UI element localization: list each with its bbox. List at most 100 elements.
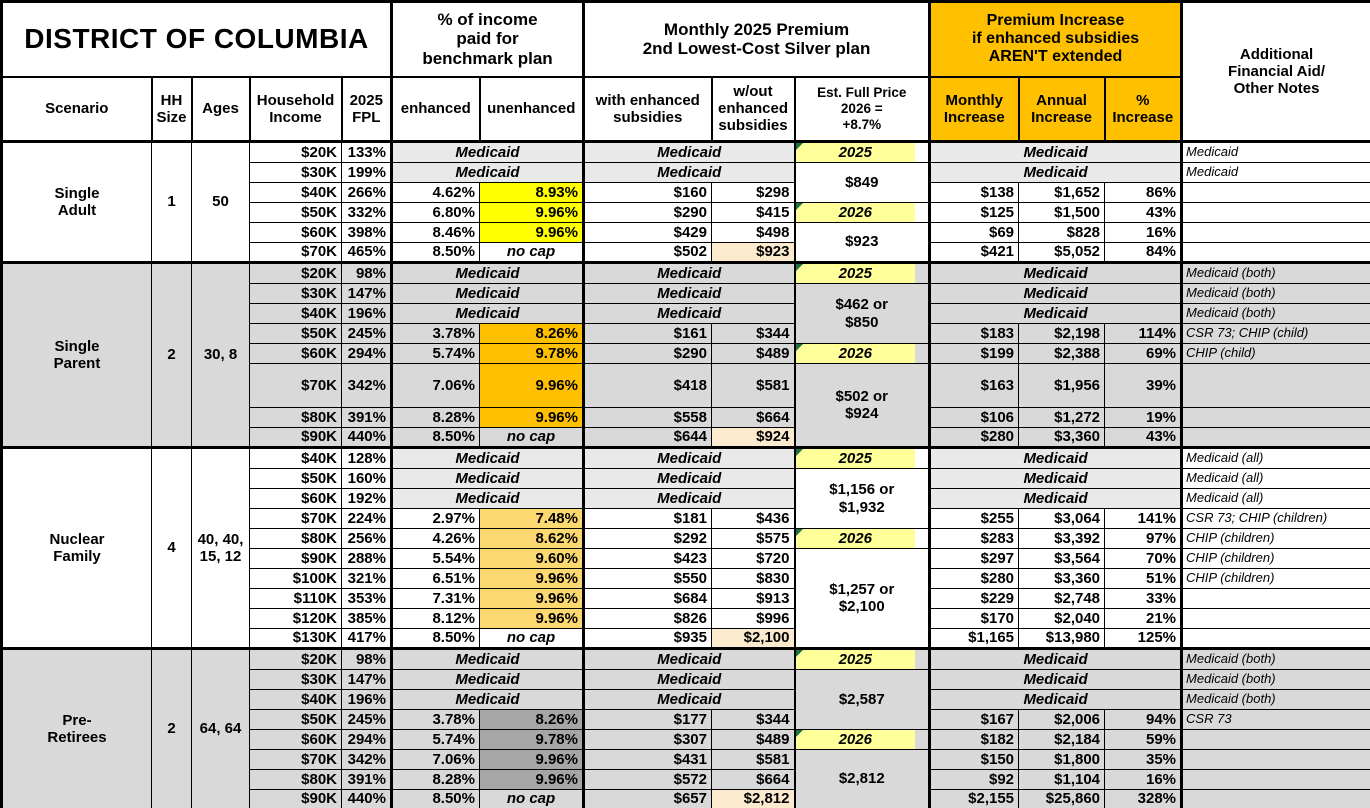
pct-increase-cell: 16%: [1104, 222, 1183, 243]
household-income-cell: $30K: [249, 283, 342, 304]
est-full-price-cell: $1,156 or $1,932: [793, 468, 931, 529]
green-triangle-icon: [796, 344, 803, 351]
unenhanced-pct-cell: 8.62%: [479, 528, 584, 549]
medicaid-premium-merged-cell: Medicaid: [582, 162, 795, 183]
col-header-hh-size: HH Size: [150, 75, 193, 143]
monthly-increase-cell: $2,155: [928, 789, 1020, 808]
medicaid-pct-merged-cell: Medicaid: [390, 488, 584, 509]
table-row: Nuclear Family 4 40, 40, 15, 12 $40K 128% Med…: [1, 447, 1370, 649]
unenhanced-pct-cell: no cap: [479, 427, 584, 448]
monthly-increase-cell: $125: [928, 202, 1020, 223]
year-label: 2026: [838, 203, 872, 221]
medicaid-premium-merged-cell: Medicaid: [582, 488, 795, 509]
premium-with-subsidies-cell: $657: [582, 789, 712, 808]
monthly-increase-cell: $199: [928, 343, 1020, 364]
annual-increase-cell: $1,500: [1018, 202, 1106, 223]
note-cell: CHIP (children): [1180, 528, 1370, 549]
monthly-increase-cell: $280: [928, 427, 1020, 448]
fpl-cell: 199%: [341, 162, 392, 183]
col-header-with-subsidies: with enhanced subsidies: [582, 75, 713, 143]
note-cell: [1180, 729, 1370, 750]
unenhanced-pct-cell: no cap: [479, 789, 584, 808]
table-row: $40K 266% 4.62% 8.93% $160 $298 $138 $1,652 86%: [2, 182, 1370, 203]
pct-increase-cell: 114%: [1104, 323, 1183, 344]
col-header-income: Household Income: [248, 75, 343, 143]
unenhanced-pct-cell: 8.93%: [479, 182, 584, 203]
household-income-cell: $20K: [249, 141, 342, 163]
table-row: $70K 342% 7.06% 9.96% $418 $581 $502 or $924 $1…: [2, 363, 1370, 448]
note-cell: Medicaid: [1180, 141, 1370, 163]
scenario-cell: Pre- Retirees: [1, 648, 152, 808]
annual-increase-cell: $25,860: [1018, 789, 1106, 808]
year-badge: 2026: [796, 203, 916, 222]
note-cell: Medicaid (both): [1180, 303, 1370, 324]
note-cell: CHIP (child): [1180, 343, 1370, 364]
fpl-cell: 196%: [341, 303, 392, 324]
premium-with-subsidies-cell: $423: [582, 548, 712, 569]
pct-increase-cell: 86%: [1104, 182, 1183, 203]
premium-with-subsidies-cell: $826: [582, 608, 712, 629]
fpl-cell: 98%: [341, 648, 392, 670]
year-badge: 2025: [796, 650, 916, 669]
est-full-price-cell: $462 or $850: [793, 283, 931, 344]
premium-without-subsidies-cell: $2,812: [711, 789, 795, 808]
note-cell: [1180, 407, 1370, 428]
annual-increase-cell: $1,800: [1018, 749, 1106, 770]
enhanced-pct-cell: 5.74%: [390, 729, 480, 750]
unenhanced-pct-cell: 9.96%: [479, 608, 584, 629]
col-header-fpl: 2025 FPL: [340, 75, 393, 143]
fpl-cell: 332%: [341, 202, 392, 223]
section-pre-retirees: Pre- Retirees 2 64, 64 $20K 98% Medicaid Medic…: [1, 648, 1370, 808]
group-header-income-pct: % of income paid for benchmark plan: [390, 0, 585, 78]
note-cell: [1180, 202, 1370, 223]
premium-with-subsidies-cell: $644: [582, 427, 712, 448]
ages-cell: 40, 40, 15, 12: [191, 447, 250, 649]
table-row: $60K 294% 5.74% 9.78% $307 $489 2026 $182 $2,184…: [2, 729, 1370, 750]
fpl-cell: 465%: [341, 242, 392, 263]
premium-with-subsidies-cell: $502: [582, 242, 712, 263]
pct-increase-cell: 328%: [1104, 789, 1183, 808]
medicaid-premium-merged-cell: Medicaid: [582, 141, 795, 163]
premium-with-subsidies-cell: $161: [582, 323, 712, 344]
pct-increase-cell: 21%: [1104, 608, 1183, 629]
premium-without-subsidies-cell: $498: [711, 222, 795, 243]
annual-increase-cell: $2,388: [1018, 343, 1106, 364]
fpl-cell: 440%: [341, 427, 392, 448]
medicaid-premium-merged-cell: Medicaid: [582, 468, 795, 489]
unenhanced-pct-cell: 9.96%: [479, 588, 584, 609]
annual-increase-cell: $3,064: [1018, 508, 1106, 529]
annual-increase-cell: $13,980: [1018, 628, 1106, 649]
premium-without-subsidies-cell: $996: [711, 608, 795, 629]
enhanced-pct-cell: 4.26%: [390, 528, 480, 549]
scenario-cell: Nuclear Family: [1, 447, 152, 649]
est-full-price-cell: $2,812: [793, 749, 931, 808]
green-triangle-icon: [796, 529, 803, 536]
premium-without-subsidies-cell: $344: [711, 323, 795, 344]
household-income-cell: $80K: [249, 769, 342, 790]
medicaid-pct-merged-cell: Medicaid: [390, 468, 584, 489]
premium-with-subsidies-cell: $290: [582, 202, 712, 223]
est-full-price-cell: $502 or $924: [793, 363, 931, 448]
enhanced-pct-cell: 8.12%: [390, 608, 480, 629]
household-income-cell: $50K: [249, 323, 342, 344]
fpl-cell: 294%: [341, 729, 392, 750]
note-cell: CHIP (children): [1180, 568, 1370, 589]
medicaid-increase-merged-cell: Medicaid: [928, 262, 1183, 284]
premium-without-subsidies-cell: $720: [711, 548, 795, 569]
ages-cell: 50: [191, 141, 250, 263]
annual-increase-cell: $2,748: [1018, 588, 1106, 609]
fpl-cell: 353%: [341, 588, 392, 609]
medicaid-pct-merged-cell: Medicaid: [390, 283, 584, 304]
household-income-cell: $80K: [249, 407, 342, 428]
green-triangle-icon: [796, 449, 803, 456]
monthly-increase-cell: $1,165: [928, 628, 1020, 649]
pct-increase-cell: 94%: [1104, 709, 1183, 730]
household-income-cell: $130K: [249, 628, 342, 649]
premium-without-subsidies-cell: $664: [711, 769, 795, 790]
premium-without-subsidies-cell: $581: [711, 363, 795, 408]
year-label: 2025: [838, 650, 872, 668]
monthly-increase-cell: $183: [928, 323, 1020, 344]
household-income-cell: $120K: [249, 608, 342, 629]
fpl-cell: 385%: [341, 608, 392, 629]
